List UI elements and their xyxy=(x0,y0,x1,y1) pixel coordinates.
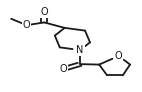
Text: N: N xyxy=(76,45,84,55)
Text: O: O xyxy=(115,51,123,61)
Text: N: N xyxy=(76,45,84,55)
Text: O: O xyxy=(23,20,31,30)
Text: O: O xyxy=(40,7,48,17)
Text: O: O xyxy=(59,64,67,74)
